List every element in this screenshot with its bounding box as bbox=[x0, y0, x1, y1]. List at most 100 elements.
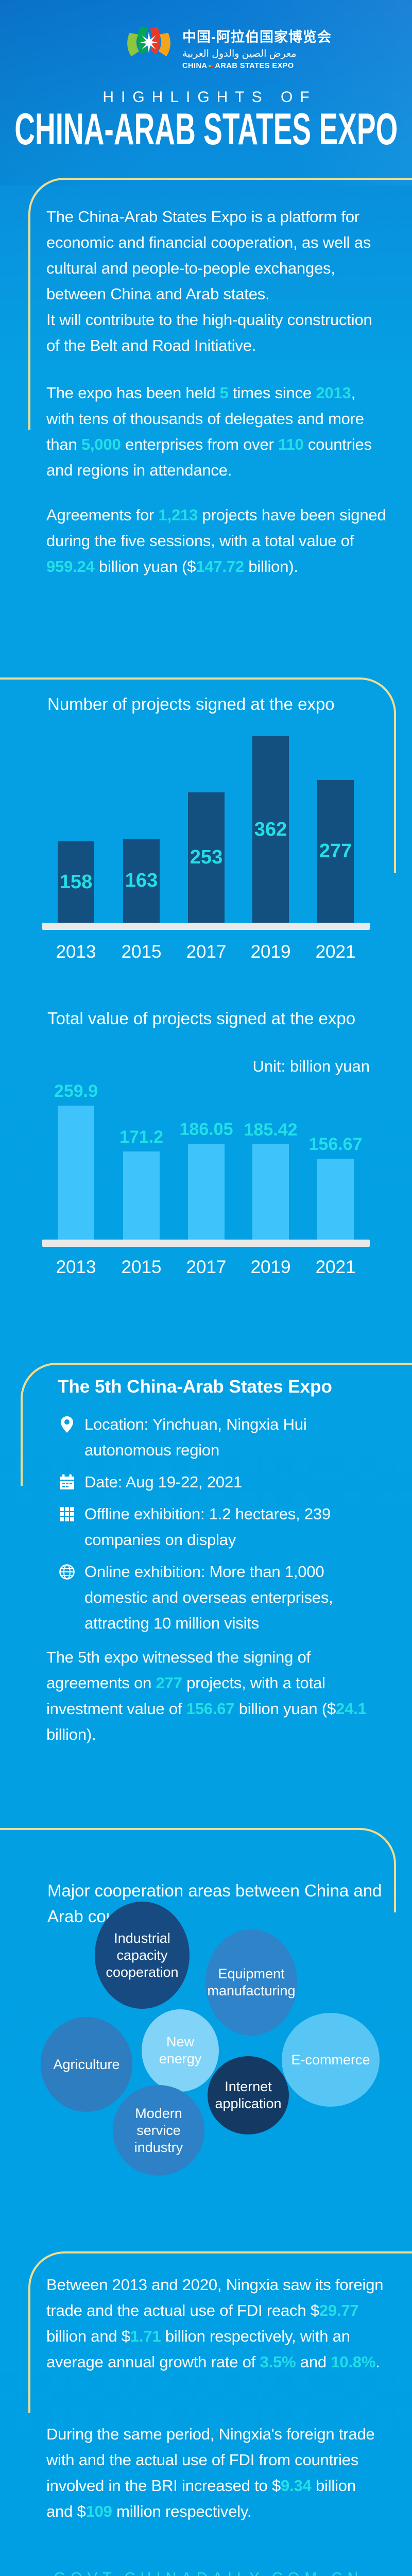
expo5-card-title: The 5th China-Arab States Expo bbox=[58, 1377, 332, 1397]
bar-2013: 158 bbox=[58, 841, 94, 923]
bubble-label: Equipment manufacturing bbox=[207, 1966, 296, 1998]
highlight-number: 277 bbox=[156, 1674, 182, 1692]
year-label: 2015 bbox=[121, 1257, 162, 1277]
text-segment: billion yuan ($ bbox=[234, 1700, 336, 1718]
cooperation-title: Major cooperation areas between China an… bbox=[47, 1881, 382, 1926]
text-segment: During the same period, Ningxia's foreig… bbox=[46, 2425, 375, 2495]
bar-2021: 156.67 bbox=[309, 1134, 363, 1240]
bubble-agriculture: Agriculture bbox=[41, 2017, 132, 2112]
bubble-internet-application: Internet application bbox=[208, 2056, 289, 2134]
location-pin-icon bbox=[61, 1416, 73, 1433]
highlight-number: 5,000 bbox=[81, 435, 121, 453]
chart-2-x-axis: 2013 2015 2017 2019 2021 bbox=[42, 1257, 370, 1280]
text-segment: billion and $ bbox=[46, 2477, 356, 2520]
highlight-number: 10.8% bbox=[331, 2353, 376, 2371]
bubble-new-energy: New energy bbox=[142, 2009, 219, 2092]
bar-value-label: 362 bbox=[254, 818, 287, 840]
highlight-number: 959.24 bbox=[46, 557, 95, 575]
intro-paragraph-3: Agreements for 1,213 projects have been … bbox=[46, 502, 386, 580]
online-globe-icon bbox=[59, 1564, 75, 1580]
chart-2: 259.9 171.2 186.05 185.42 156.67 bbox=[42, 1061, 370, 1247]
expo5-bullet-offline: Offline exhibition: 1.2 hectares, 239 co… bbox=[58, 1501, 367, 1553]
highlight-number: 156.67 bbox=[186, 1700, 235, 1718]
text-segment: projects have been signed during the fiv… bbox=[46, 506, 386, 550]
expo5-bullet-date: Date: Aug 19-22, 2021 bbox=[58, 1469, 367, 1495]
year-label: 2019 bbox=[250, 942, 291, 962]
axis-baseline bbox=[42, 923, 370, 930]
axis-baseline bbox=[42, 1240, 370, 1247]
bar-value-label: 185.42 bbox=[244, 1120, 298, 1140]
expo5-bullet-location: Location: Yinchuan, Ningxia Hui autonomo… bbox=[58, 1412, 367, 1463]
text-segment: million respectively. bbox=[112, 2502, 252, 2520]
footer-site-url: GOVT.CHINADAILY.COM.CN bbox=[0, 2570, 412, 2576]
text-segment: It will contribute to the high-quality c… bbox=[46, 311, 372, 354]
bar-value-label: 259.9 bbox=[54, 1081, 98, 1101]
chart-2-title: Total value of projects signed at the ex… bbox=[47, 1009, 356, 1028]
highlight-number: 2013 bbox=[316, 384, 351, 402]
text-segment: billion respectively, with an average an… bbox=[46, 2327, 350, 2371]
highlight-number: 147.72 bbox=[196, 557, 244, 575]
intro-paragraph-2: The expo has been held 5 times since 201… bbox=[46, 380, 386, 483]
logo-title-chinese: 中国-阿拉伯国家博览会 bbox=[182, 29, 332, 45]
text-segment: enterprises from over bbox=[121, 435, 279, 453]
bar-2013: 259.9 bbox=[54, 1081, 98, 1240]
year-label: 2017 bbox=[186, 1257, 227, 1277]
text-segment: and bbox=[296, 2353, 331, 2371]
text-segment: countries and regions in attendance. bbox=[46, 435, 372, 479]
text-segment: billion). bbox=[46, 1725, 96, 1743]
highlight-number: 109 bbox=[85, 2502, 112, 2520]
page-title: CHINA-ARAB STATES EXPO bbox=[14, 105, 398, 154]
bubble-label: Agriculture bbox=[53, 2056, 120, 2072]
bubble-label: New energy bbox=[159, 2034, 202, 2066]
bar-2021: 277 bbox=[317, 780, 354, 923]
text-segment: The expo has been held bbox=[46, 384, 220, 402]
highlight-number: 5 bbox=[219, 384, 229, 402]
chart-1-title: Number of projects signed at the expo bbox=[47, 694, 335, 714]
year-label: 2021 bbox=[315, 942, 356, 962]
year-label: 2017 bbox=[186, 942, 227, 962]
expo5-bullet-list: Location: Yinchuan, Ningxia Hui autonomo… bbox=[58, 1412, 367, 1642]
intro-paragraph-1: The China-Arab States Expo is a platform… bbox=[46, 204, 386, 359]
bar-value-label: 186.05 bbox=[179, 1120, 233, 1139]
text-segment: billion and $ bbox=[46, 2327, 130, 2345]
expo-logo-wordmark: 中国-阿拉伯国家博览会 معرض الصين والدول العربية CH… bbox=[182, 20, 332, 70]
text-segment: times since bbox=[228, 384, 316, 402]
logo-title-english: CHINA ARAB STATES EXPO bbox=[182, 62, 294, 70]
kicker: HIGHLIGHTS OF bbox=[102, 89, 317, 106]
bar-value-label: 171.2 bbox=[119, 1127, 164, 1147]
bar-2019: 185.42 bbox=[244, 1120, 298, 1240]
highlight-number: 24.1 bbox=[336, 1700, 367, 1718]
highlight-number: 110 bbox=[278, 435, 304, 453]
bubble-label: Industrial capacity cooperation bbox=[106, 1930, 179, 1980]
fdi-paragraph-1: Between 2013 and 2020, Ningxia saw its f… bbox=[46, 2272, 386, 2375]
fdi-paragraph-2: During the same period, Ningxia's foreig… bbox=[46, 2421, 386, 2524]
bar-value-label: 253 bbox=[190, 846, 223, 868]
bubble-label: Internet application bbox=[215, 2079, 282, 2111]
bubble-e-commerce: E-commerce bbox=[282, 2013, 380, 2107]
logo-title-arabic: معرض الصين والدول العربية bbox=[182, 48, 297, 59]
chart-1: 158 163 253 362 277 bbox=[42, 732, 370, 930]
highlight-number: 1.71 bbox=[130, 2327, 161, 2345]
logo-mini-dash-icon bbox=[209, 65, 214, 67]
bar-2017: 186.05 bbox=[180, 1120, 233, 1240]
offline-grid-icon bbox=[60, 1507, 74, 1521]
bubble-label: E-commerce bbox=[291, 2052, 370, 2067]
text-segment: Between 2013 and 2020, Ningxia saw its f… bbox=[46, 2276, 384, 2319]
bar-value-label: 277 bbox=[319, 840, 352, 862]
text-segment: The 5th expo witnessed the signing of ag… bbox=[46, 1648, 311, 1692]
text-segment: projects, with a total investment value … bbox=[46, 1674, 325, 1718]
highlight-number: 9.34 bbox=[281, 2477, 312, 2495]
bar-value-label: 156.67 bbox=[308, 1134, 363, 1154]
text-segment: . bbox=[375, 2353, 380, 2371]
bar-2015: 171.2 bbox=[119, 1127, 163, 1240]
bubble-industrial-capacity-cooperation: Industrial capacity cooperation bbox=[95, 1902, 190, 2009]
calendar-icon bbox=[60, 1474, 74, 1489]
expo-logo-icon bbox=[127, 26, 170, 57]
bubble-label: Modern service industry bbox=[134, 2105, 183, 2155]
bar-2015: 163 bbox=[123, 839, 160, 923]
bubble-equipment-manufacturing: Equipment manufacturing bbox=[205, 1929, 297, 2036]
text-segment: Agreements for bbox=[46, 506, 159, 524]
year-label: 2021 bbox=[315, 1257, 356, 1277]
text-segment: The China-Arab States Expo is a platform… bbox=[46, 208, 371, 303]
